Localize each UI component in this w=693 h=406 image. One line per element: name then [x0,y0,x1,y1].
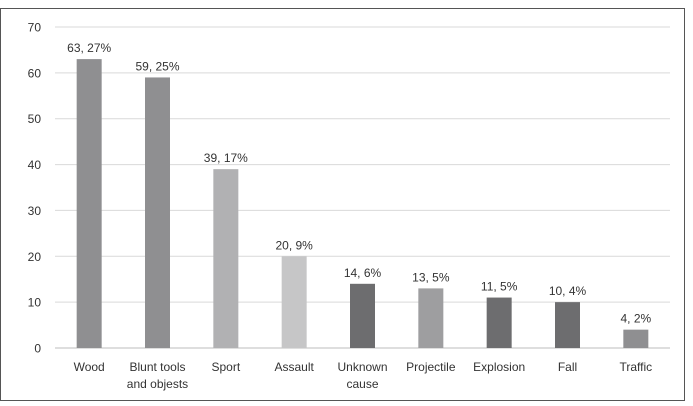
bar [281,256,307,348]
bar [555,302,580,348]
bars [76,59,649,348]
data-label: 10, 4% [549,284,587,298]
x-tick-label: Sport [211,360,240,374]
data-label: 13, 5% [412,270,450,284]
bar [418,288,444,348]
data-label: 4, 2% [620,312,651,326]
data-label: 20, 9% [275,238,313,252]
x-tick-label: Explosion [473,360,525,374]
y-tick-label: 30 [28,204,42,218]
chart-border [0,8,685,401]
x-tick-label: and objests [127,377,188,391]
data-label: 59, 25% [135,59,179,73]
y-tick-label: 40 [28,158,42,172]
data-label: 63, 27% [67,41,111,55]
bar [145,77,170,348]
data-label: 39, 17% [204,151,248,165]
x-tick-label: Projectile [406,360,456,374]
y-tick-label: 0 [34,342,41,356]
x-tick-label: Unknown [337,360,387,374]
x-tick-label: Assault [274,360,314,374]
bar [76,59,102,348]
y-tick-label: 10 [28,296,42,310]
y-axis: 0 10 20 30 40 50 60 70 [28,21,42,356]
data-labels: 63, 27% 59, 25% 39, 17% 20, 9% 14, 6% 13, 5% 1… [67,41,651,326]
x-tick-label: Blunt tools [129,360,185,374]
y-tick-label: 50 [28,112,42,126]
bar [213,169,239,348]
x-tick-label: cause [346,377,378,391]
y-tick-label: 60 [28,66,42,80]
x-tick-label: Fall [558,360,577,374]
y-tick-label: 20 [28,250,42,264]
x-axis: Wood Blunt tools and objests Sport Assault Un… [74,360,653,391]
bar [623,329,649,348]
data-label: 11, 5% [481,280,518,294]
bar [350,283,375,348]
data-label: 14, 6% [344,266,382,280]
bar [486,297,512,348]
x-tick-label: Traffic [619,360,652,374]
y-tick-label: 70 [28,21,42,35]
x-tick-label: Wood [74,360,105,374]
